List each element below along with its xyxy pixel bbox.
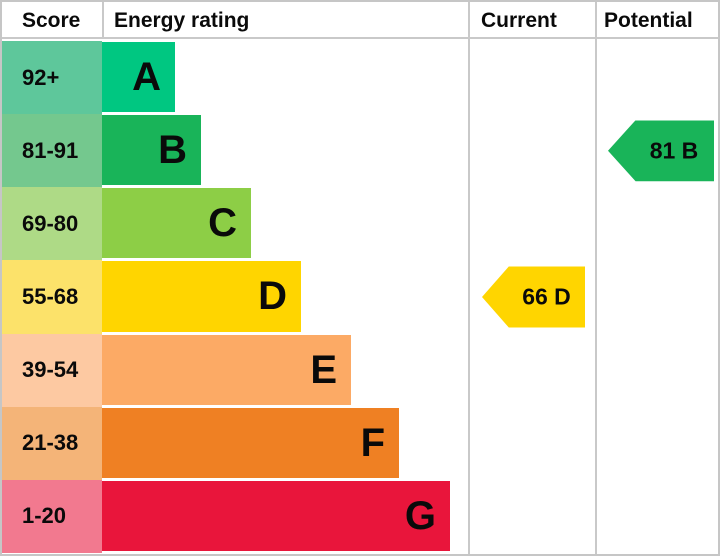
band-row-a: 92+ A [2,41,718,115]
band-row-b: 81-91 B 81 B [2,114,718,188]
potential-rating-arrow: 81 B [608,120,714,182]
current-rating-arrow: 66 D [482,266,585,328]
band-bar-a: A [102,42,175,113]
band-row-f: 21-38 F [2,406,718,480]
band-bar-e: E [102,334,351,405]
chart-header: Score Energy rating Current Potential [2,2,718,39]
band-bar-f: F [102,407,399,478]
band-row-d: 55-68 D 66 D [2,260,718,334]
energy-rating-column-header: Energy rating [114,8,250,32]
score-range-c: 69-80 [2,187,102,261]
score-column-divider [102,2,104,39]
score-range-a: 92+ [2,41,102,115]
band-bar-g: G [102,480,450,551]
score-column-header: Score [22,8,81,32]
band-rows: 92+ A 81-91 B 81 B 69-80 C 55-68 D 66 D … [2,41,718,553]
potential-column-header: Potential [604,8,693,32]
current-column-header: Current [481,8,557,32]
score-range-e: 39-54 [2,333,102,407]
current-column-divider [468,2,470,554]
band-row-g: 1-20 G [2,479,718,553]
band-bar-d: D [102,261,301,332]
band-row-c: 69-80 C [2,187,718,261]
potential-column-divider [595,2,597,554]
score-range-b: 81-91 [2,114,102,188]
score-range-g: 1-20 [2,479,102,553]
band-bar-b: B [102,115,201,186]
band-bar-c: C [102,188,251,259]
score-range-f: 21-38 [2,406,102,480]
score-range-d: 55-68 [2,260,102,334]
band-row-e: 39-54 E [2,333,718,407]
